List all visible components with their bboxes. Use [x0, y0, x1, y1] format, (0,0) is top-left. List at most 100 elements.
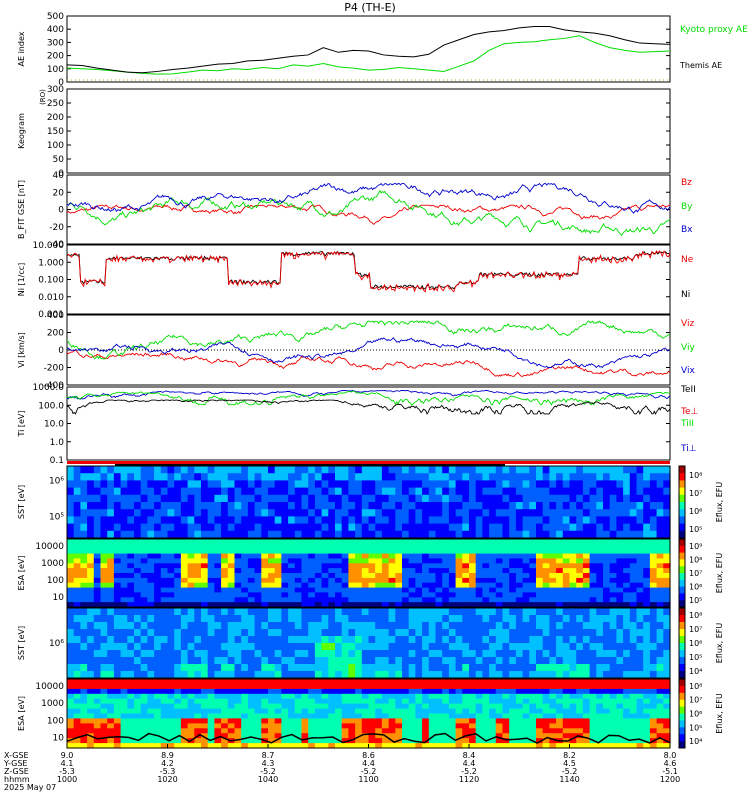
spec-cell	[174, 582, 182, 589]
spec-cell	[274, 703, 282, 710]
spec-cell	[623, 629, 631, 637]
spec-cell	[368, 657, 376, 665]
spec-cell	[314, 539, 323, 545]
spec-cell	[482, 577, 490, 584]
spec-cell	[502, 573, 510, 579]
spec-cell	[361, 473, 370, 481]
spec-cell	[442, 698, 450, 705]
spec-cell	[428, 577, 437, 584]
spec-cell	[80, 539, 88, 545]
spec-cell	[515, 657, 524, 665]
spec-cell	[609, 664, 617, 672]
spec-cell	[160, 650, 169, 658]
spec-cell	[127, 608, 135, 616]
spec-cell	[174, 494, 182, 503]
spec-cell	[167, 718, 175, 724]
spec-cell	[261, 539, 269, 545]
spec-cell	[120, 502, 128, 510]
xaxis-row-label: X-GSE	[4, 751, 29, 760]
spec-cell	[348, 693, 356, 700]
spec-cell	[462, 693, 470, 700]
spec-cell	[254, 664, 262, 672]
spec-cell	[140, 530, 148, 539]
spec-cell	[515, 548, 524, 555]
spec-cell	[194, 502, 202, 510]
spec-cell	[127, 558, 135, 564]
spec-cell	[167, 602, 175, 608]
spec-cell	[348, 473, 356, 481]
spec-cell	[522, 657, 530, 665]
legend-viz: Viz	[681, 319, 694, 329]
spec-cell	[562, 582, 571, 589]
spec-cell	[361, 657, 370, 665]
spec-cell	[154, 530, 162, 539]
spec-cell	[93, 657, 102, 665]
spec-cell	[247, 688, 256, 695]
spec-cell	[301, 650, 309, 658]
spec-cell	[214, 553, 222, 560]
spec-cell	[495, 733, 504, 739]
spec-cell	[127, 568, 135, 574]
panel-frame-sst_e	[66, 465, 671, 539]
spec-cell	[160, 657, 169, 665]
spec-cell	[288, 683, 296, 690]
spec-cell	[201, 703, 209, 710]
spec-cell	[67, 592, 75, 598]
spec-cell	[656, 587, 664, 594]
spec-cell	[475, 743, 483, 749]
series-line-vix	[66, 337, 671, 369]
spec-cell	[522, 597, 530, 603]
spec-cell	[402, 693, 410, 700]
spec-cell	[636, 636, 644, 644]
spec-cell	[87, 650, 95, 658]
spec-cell	[475, 530, 483, 539]
spec-cell	[221, 473, 229, 481]
spec-cell	[154, 636, 162, 644]
spec-cell	[489, 543, 497, 550]
spec-cell	[207, 723, 215, 729]
spec-cell	[469, 543, 477, 550]
spec-cell	[301, 738, 309, 744]
spec-cell	[140, 738, 148, 744]
spec-cell	[603, 718, 611, 724]
spec-cell	[381, 548, 390, 555]
spec-cell	[328, 523, 336, 532]
spec-cell	[207, 509, 215, 517]
spec-cell	[227, 539, 236, 545]
spec-cell	[569, 738, 577, 744]
spec-cell	[368, 539, 376, 545]
spec-cell	[576, 582, 584, 589]
spec-cell	[529, 723, 537, 729]
spec-cell	[160, 636, 169, 644]
spec-cell	[576, 723, 584, 729]
spec-cell	[536, 543, 544, 550]
spec-cell	[556, 494, 564, 503]
spec-cell	[100, 553, 108, 560]
spec-cell	[234, 703, 242, 710]
spec-cell	[187, 577, 195, 584]
spec-cell	[328, 688, 336, 695]
spec-cell	[569, 548, 577, 555]
spec-cell	[154, 487, 162, 496]
spec-cell	[294, 723, 303, 729]
spec-cell	[187, 636, 195, 644]
spec-cell	[207, 473, 215, 481]
spec-cell	[529, 693, 537, 700]
spec-cell	[636, 473, 644, 481]
spec-cell	[268, 558, 276, 564]
spec-cell	[355, 587, 363, 594]
spec-cell	[268, 688, 276, 695]
spec-cell	[402, 718, 410, 724]
spec-cell	[428, 723, 437, 729]
spec-cell	[274, 636, 282, 644]
spec-cell	[187, 597, 195, 603]
spec-cell	[134, 577, 142, 584]
colorbar-tick: 10⁸	[689, 682, 702, 691]
spec-cell	[328, 509, 336, 517]
spec-cell	[576, 543, 584, 550]
spec-cell	[422, 523, 430, 532]
spec-cell	[241, 539, 249, 545]
spec-cell	[194, 480, 202, 489]
spec-cell	[435, 713, 443, 719]
spec-cell	[107, 708, 115, 715]
